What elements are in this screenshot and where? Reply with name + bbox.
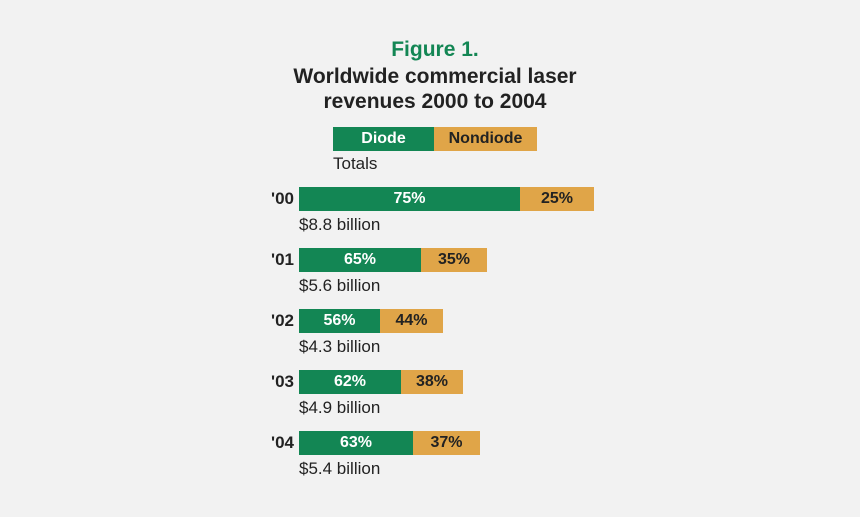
chart-title-text: Worldwide commercial laser revenues 2000… <box>293 65 577 113</box>
bar-diode: 63% <box>299 431 413 455</box>
bar-diode: 65% <box>299 248 421 272</box>
legend-totals-label: Totals <box>333 154 378 173</box>
bar-nondiode: 44% <box>380 309 443 333</box>
figure-label: Figure 1. <box>391 38 479 61</box>
bar-nondiode: 35% <box>421 248 487 272</box>
bar-nondiode: 38% <box>401 370 463 394</box>
legend-diode: Diode <box>333 127 434 151</box>
year-label: '01 <box>271 250 294 269</box>
legend-nondiode: Nondiode <box>434 127 537 151</box>
bar-nondiode: 25% <box>520 187 594 211</box>
chart-title: Worldwide commercial laser revenues 2000… <box>0 64 860 114</box>
year-label: '04 <box>271 433 294 452</box>
total-label: $8.8 billion <box>299 215 381 234</box>
year-label: '00 <box>271 189 294 208</box>
total-label: $5.6 billion <box>299 276 381 295</box>
total-label: $4.9 billion <box>299 398 381 417</box>
bar-nondiode: 37% <box>413 431 480 455</box>
bar-diode: 56% <box>299 309 380 333</box>
year-label: '03 <box>271 372 294 391</box>
bar-diode: 62% <box>299 370 401 394</box>
total-label: $4.3 billion <box>299 337 381 356</box>
bar-diode: 75% <box>299 187 520 211</box>
total-label: $5.4 billion <box>299 459 381 478</box>
year-label: '02 <box>271 311 294 330</box>
